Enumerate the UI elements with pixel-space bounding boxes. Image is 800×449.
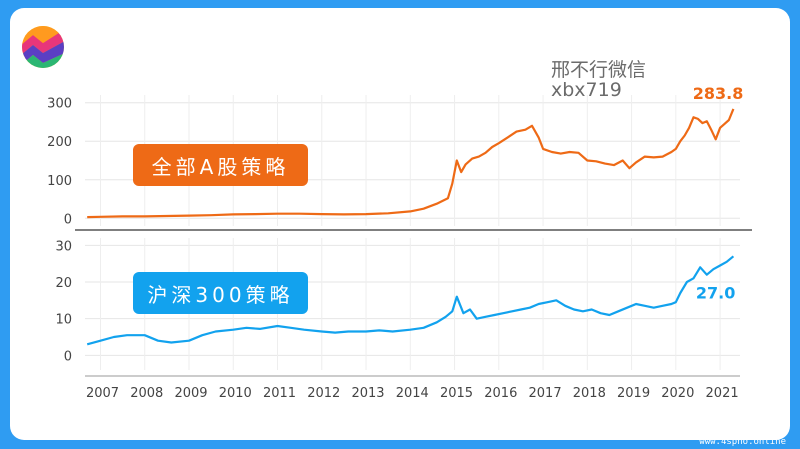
footer-watermark: www.4spho.online	[699, 437, 786, 447]
y-tick-label: 0	[64, 349, 72, 364]
y-tick-label: 20	[55, 276, 72, 291]
x-tick-label: 2015	[440, 386, 473, 401]
series-line	[87, 108, 735, 219]
x-tick-label: 2017	[529, 386, 562, 401]
x-tick-label: 2012	[307, 386, 340, 401]
x-tick-label: 2020	[661, 386, 694, 401]
series-badge-all-a-shares: 全部A股策略	[133, 144, 308, 186]
chart-card	[10, 8, 790, 440]
x-tick-label: 2008	[130, 386, 163, 401]
x-tick-label: 2019	[617, 386, 650, 401]
x-tick-label: 2007	[86, 386, 119, 401]
series-line	[86, 255, 735, 346]
end-value-label: 27.0	[696, 283, 735, 302]
x-tick-label: 2018	[573, 386, 606, 401]
y-tick-label: 30	[55, 239, 72, 254]
watermark-line1: 邢不行微信	[551, 59, 647, 81]
y-tick-label: 200	[47, 135, 72, 150]
series-badge-csi300: 沪深300策略	[133, 272, 308, 314]
x-tick-label: 2013	[351, 386, 384, 401]
y-tick-label: 300	[47, 97, 72, 112]
x-tick-label: 2010	[219, 386, 252, 401]
x-tick-label: 2009	[174, 386, 207, 401]
y-tick-label: 100	[47, 174, 72, 189]
x-tick-label: 2014	[396, 386, 429, 401]
y-tick-label: 10	[55, 313, 72, 328]
x-tick-label: 2011	[263, 386, 296, 401]
y-tick-label: 0	[64, 212, 72, 227]
end-value-label: 283.8	[693, 84, 744, 103]
logo-icon	[22, 26, 64, 68]
x-tick-label: 2016	[484, 386, 517, 401]
watermark-line2: xbx719	[551, 79, 622, 101]
x-tick-label: 2021	[706, 386, 739, 401]
